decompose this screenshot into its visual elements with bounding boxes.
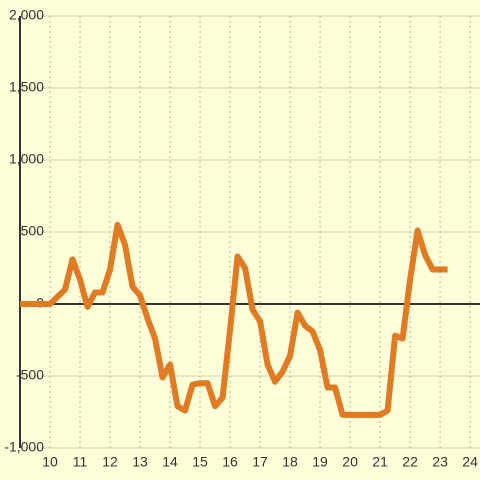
x-tick-label: 23: [432, 454, 448, 470]
y-tick-label: -500: [16, 367, 44, 383]
x-tick-label: 17: [252, 454, 268, 470]
x-tick-label: 13: [132, 454, 148, 470]
x-tick-label: 16: [222, 454, 238, 470]
x-tick-label: 22: [402, 454, 418, 470]
y-tick-label: 500: [21, 223, 45, 239]
y-tick-label: 1,000: [9, 151, 44, 167]
x-tick-label: 12: [102, 454, 118, 470]
x-tick-label: 11: [73, 454, 88, 470]
y-tick-label: 2,000: [9, 7, 44, 23]
x-tick-label: 15: [192, 454, 208, 470]
y-tick-label: 1,500: [9, 79, 44, 95]
x-tick-label: 19: [312, 454, 328, 470]
y-tick-label: -1,000: [4, 439, 44, 455]
x-tick-label: 20: [342, 454, 358, 470]
x-tick-label: 21: [372, 454, 388, 470]
x-tick-label: 10: [42, 454, 58, 470]
x-tick-label: 24: [462, 454, 478, 470]
x-tick-label: 18: [282, 454, 298, 470]
line: [20, 221, 448, 418]
x-tick-label: 14: [162, 454, 178, 470]
